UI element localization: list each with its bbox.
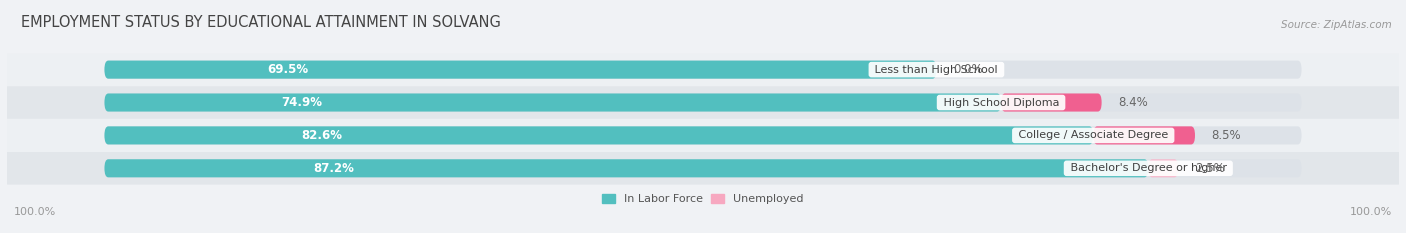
Text: 8.4%: 8.4% [1118,96,1149,109]
FancyBboxPatch shape [104,61,936,79]
FancyBboxPatch shape [7,53,1399,86]
Text: 82.6%: 82.6% [301,129,343,142]
Text: 8.5%: 8.5% [1212,129,1241,142]
FancyBboxPatch shape [104,93,1302,112]
FancyBboxPatch shape [1149,159,1178,177]
Legend: In Labor Force, Unemployed: In Labor Force, Unemployed [598,189,808,209]
Text: Less than High School: Less than High School [872,65,1001,75]
FancyBboxPatch shape [104,126,1302,144]
Text: 87.2%: 87.2% [314,162,354,175]
Text: 100.0%: 100.0% [14,207,56,217]
FancyBboxPatch shape [104,159,1149,177]
Text: 2.5%: 2.5% [1195,162,1225,175]
Text: Bachelor's Degree or higher: Bachelor's Degree or higher [1067,163,1230,173]
Text: High School Diploma: High School Diploma [939,98,1063,107]
Text: 100.0%: 100.0% [1350,207,1392,217]
Text: EMPLOYMENT STATUS BY EDUCATIONAL ATTAINMENT IN SOLVANG: EMPLOYMENT STATUS BY EDUCATIONAL ATTAINM… [21,15,501,30]
Text: 69.5%: 69.5% [267,63,308,76]
FancyBboxPatch shape [7,152,1399,185]
FancyBboxPatch shape [1094,126,1195,144]
Text: 0.0%: 0.0% [953,63,983,76]
FancyBboxPatch shape [7,119,1399,152]
FancyBboxPatch shape [1001,93,1102,112]
FancyBboxPatch shape [104,159,1302,177]
Text: Source: ZipAtlas.com: Source: ZipAtlas.com [1281,20,1392,30]
FancyBboxPatch shape [104,61,1302,79]
FancyBboxPatch shape [7,86,1399,119]
FancyBboxPatch shape [104,126,1094,144]
Text: 74.9%: 74.9% [281,96,322,109]
FancyBboxPatch shape [104,93,1001,112]
Text: College / Associate Degree: College / Associate Degree [1015,130,1171,140]
